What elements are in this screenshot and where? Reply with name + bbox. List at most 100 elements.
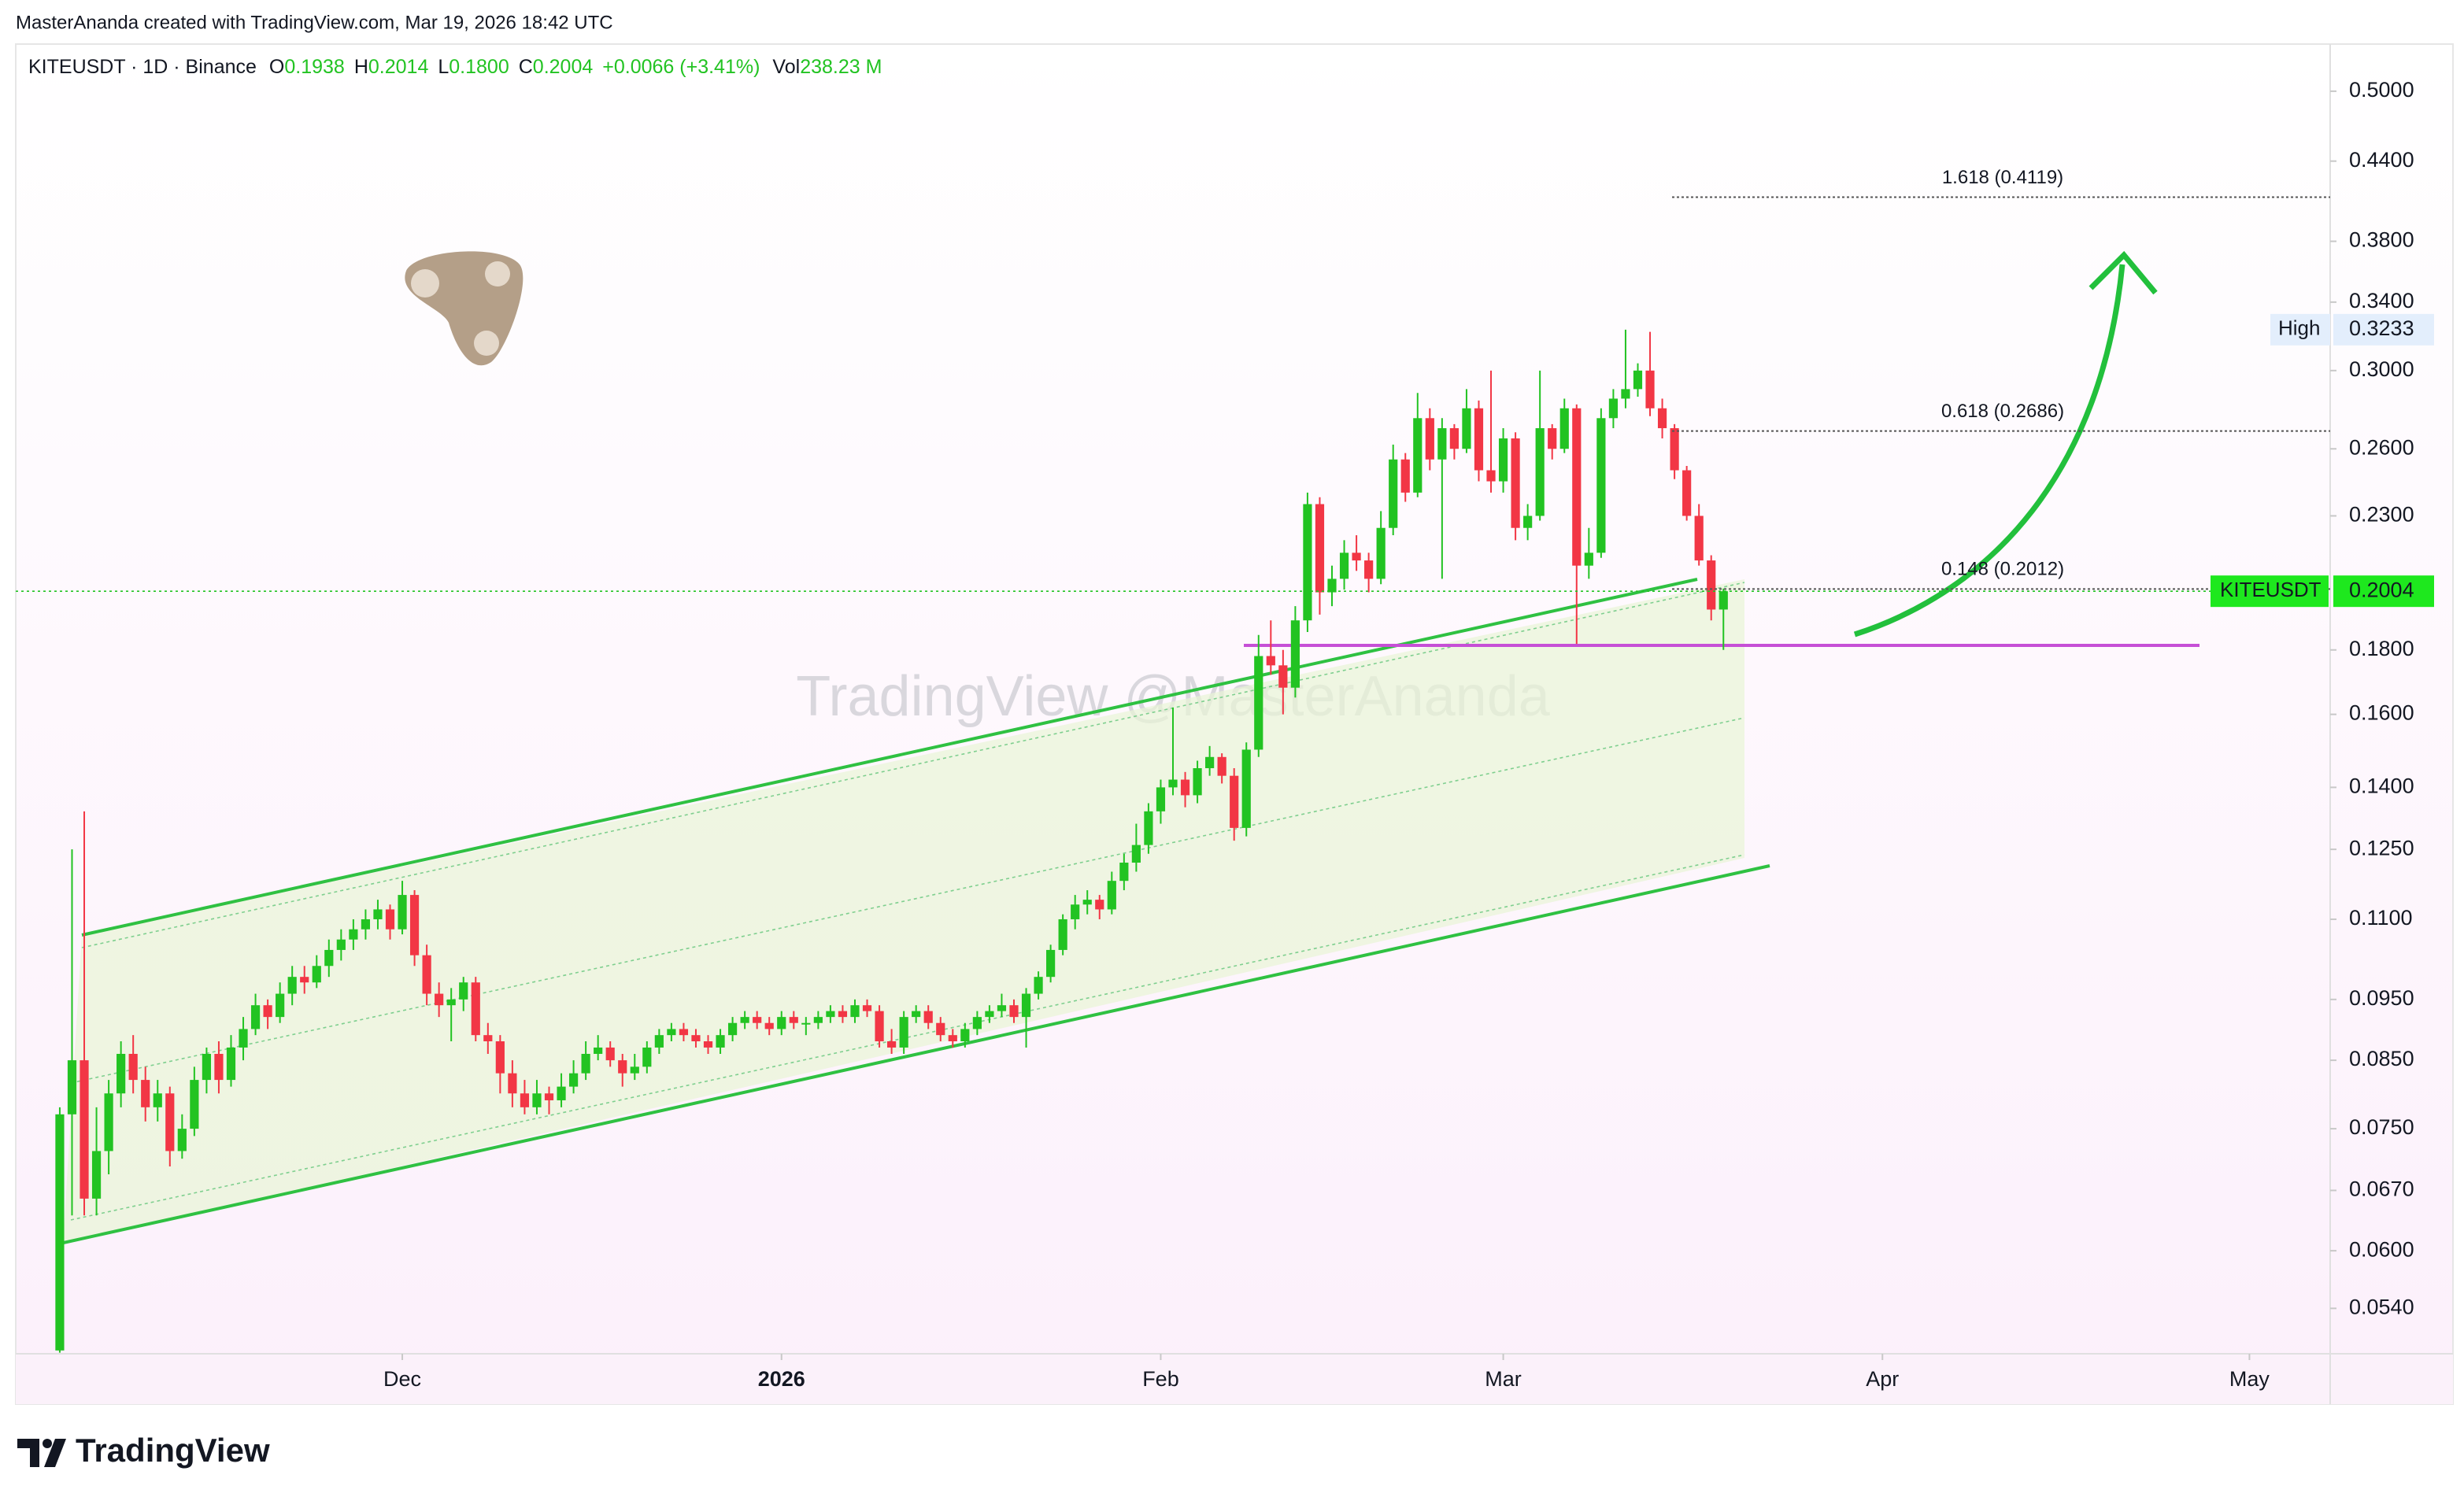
candle-body [422,955,431,994]
candle-body [1364,560,1374,579]
candle-body [875,1011,884,1042]
symbol-legend: KITEUSDT · 1D · Binance O0.1938 H0.2014 L0.… [28,56,882,78]
change: +0.0066 (+3.41%) [602,56,760,78]
candle-body [703,1041,713,1048]
candle-body [1584,553,1593,566]
fib-label: 1.618 (0.4119) [1942,167,2063,188]
candle-body [568,1073,579,1087]
candle-body [1339,553,1349,579]
candle-body [1413,418,1423,493]
candle-body [727,1022,738,1036]
candle-body [1290,620,1300,688]
candle-body [312,966,321,983]
candle-body [1009,1005,1019,1018]
logo [405,251,524,366]
candle-body [117,1053,126,1094]
projection-arrow [1853,264,2125,638]
candle-body [813,1017,823,1023]
candle-body [1437,428,1447,460]
candle-body [483,1035,493,1042]
last-price-box [2333,575,2434,608]
candle-body [276,993,285,1018]
candle-body [1119,863,1129,882]
candle-body [1548,428,1557,449]
ohlc-key: C [519,56,533,78]
y-tick-label: 0.1400 [2349,774,2414,798]
y-tick-label: 0.0950 [2349,986,2414,1010]
candle-body [1082,900,1092,905]
x-tick-label: Feb [1142,1367,1179,1391]
y-tick-label: 0.1250 [2349,836,2414,859]
candle-body [1511,438,1520,528]
channel-inner-upper [81,582,1745,948]
candle-body [508,1073,517,1094]
candle-body [1071,904,1080,919]
candle-body [1707,560,1716,610]
ohlc-value: 0.2004 [533,56,594,78]
y-tick-label: 0.2300 [2349,503,2414,527]
candle-body [1021,993,1031,1018]
ohlc-key: O [269,56,284,78]
candle-body [239,1029,248,1048]
candle-body [826,1011,835,1018]
candle-body [1107,881,1116,910]
ohlc-key: H [354,56,368,78]
candle-body [361,919,371,930]
candle-body [1278,665,1288,688]
candle-body [1058,919,1067,950]
ohlc-value: 0.2014 [368,56,429,78]
candle-body [373,909,383,919]
candle-body [764,1022,774,1029]
high-name: High [2278,316,2320,340]
candle-body [936,1022,945,1036]
candle-body [1719,591,1728,610]
y-tick-label: 0.0850 [2349,1047,2414,1070]
channel-upper [81,578,1698,937]
candle-body [1621,389,1630,399]
candle-body [691,1035,701,1042]
last-price-name-box [2211,575,2329,608]
candle-body [1034,977,1043,994]
candle-body [544,1093,554,1100]
candle-body [153,1093,162,1107]
fib-label: 0.618 (0.2686) [1941,401,2064,422]
candle-body [532,1093,542,1107]
x-tick-label: 2026 [758,1367,805,1391]
candle-body [165,1093,175,1151]
x-tick-label: Mar [1485,1367,1522,1391]
y-tick-label: 0.3000 [2349,357,2414,381]
channel-lower [59,864,1770,1245]
brand: TradingView [17,1432,270,1469]
candle-body [214,1053,224,1081]
candle-body [1449,428,1459,449]
candle-body [740,1017,749,1023]
candle-body [1205,756,1215,769]
candle-body [862,1005,872,1011]
candle-body [1425,418,1434,460]
candle-body [948,1035,957,1042]
candle-body [250,1005,261,1029]
last-price-name: KITEUSDT [2220,578,2322,601]
candle-body [409,895,420,955]
candle-body [336,939,346,950]
high-box [2333,313,2434,346]
y-tick-label: 0.0600 [2349,1237,2414,1261]
candle-body [923,1011,933,1023]
y-tick-label: 0.4400 [2349,148,2414,172]
candle-body [1168,779,1178,788]
candle-body [91,1151,102,1199]
candle-body [141,1080,150,1107]
candle-body [777,1017,786,1029]
candle-body [594,1047,603,1054]
candle-body [104,1093,113,1151]
candle-body [1376,527,1386,579]
candle-body [190,1080,199,1129]
y-tick-label: 0.0750 [2349,1115,2414,1139]
candle-body [618,1060,627,1074]
candle-body [1498,438,1508,482]
candle-body [520,1093,530,1107]
candle-body [1327,578,1337,593]
candle-body [801,1022,811,1025]
arrow-head [2088,250,2158,295]
